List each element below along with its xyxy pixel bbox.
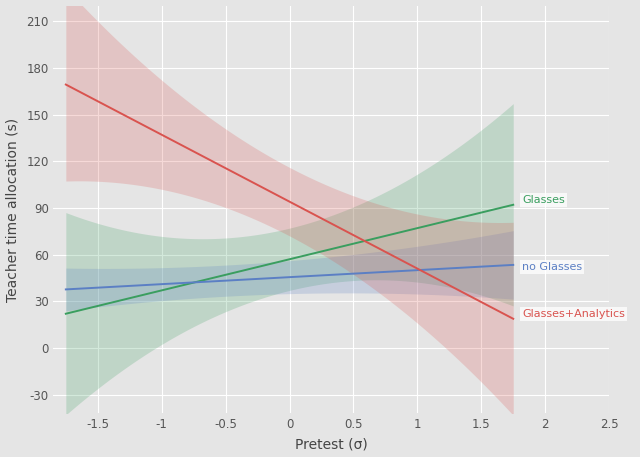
Text: Glasses+Analytics: Glasses+Analytics [522,309,625,319]
Text: Glasses: Glasses [522,195,565,205]
X-axis label: Pretest (σ): Pretest (σ) [294,437,367,452]
Y-axis label: Teacher time allocation (s): Teacher time allocation (s) [6,117,20,302]
Text: no Glasses: no Glasses [522,262,582,272]
